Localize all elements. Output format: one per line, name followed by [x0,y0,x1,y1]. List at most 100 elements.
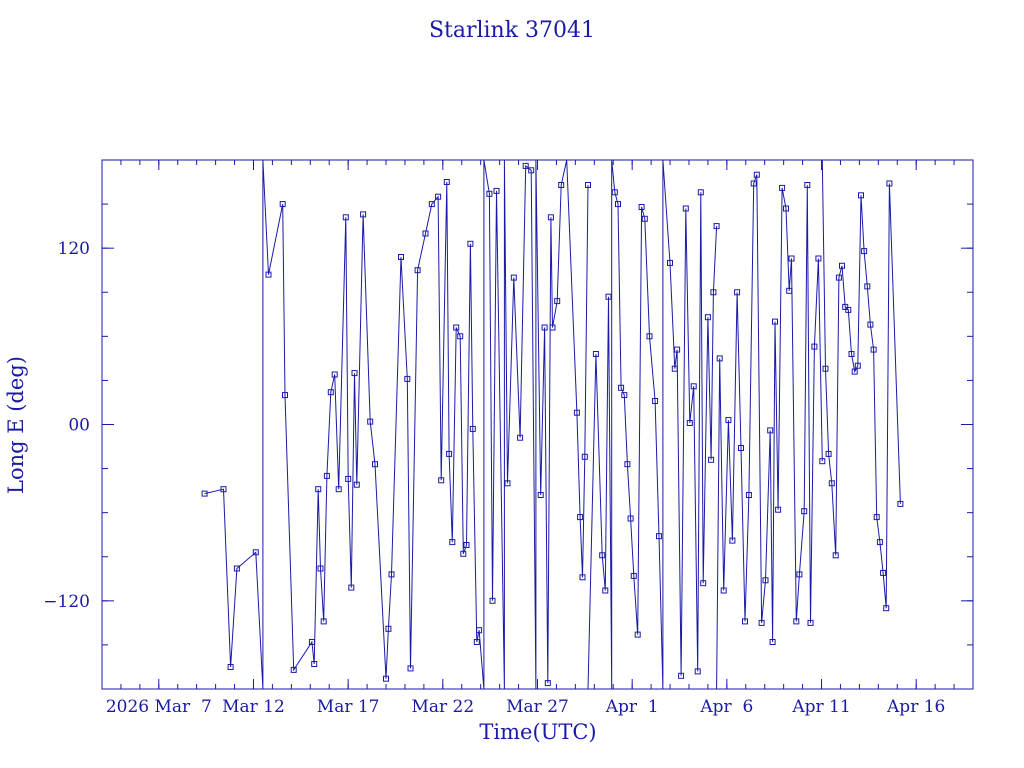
data-point [783,205,789,212]
x-tick-label: Mar 22 [411,697,474,717]
data-point [348,584,355,591]
data-point [407,665,414,672]
data-point [438,477,445,484]
data-point [671,365,678,372]
data-point [398,254,404,260]
data-point [592,351,599,357]
data-point [388,571,395,578]
data-point [742,618,748,625]
data-point [618,384,625,391]
data-point [460,550,467,557]
data-point [227,664,234,670]
data-point [327,389,334,396]
x-tick-label: Mar 17 [317,697,380,717]
data-point [414,267,421,274]
data-point [449,539,456,546]
data-point [517,434,524,441]
data-point [694,668,701,675]
data-point [708,456,715,463]
data-point [804,182,811,188]
tick-labels: 2026 Mar 7 Mar 12 Mar 17 Mar 22 Mar 27 Apr 1 A… [43,239,945,717]
data-point [769,639,776,645]
data-point [634,631,641,638]
data-point [750,180,757,187]
data-point [700,580,707,587]
data-point [725,417,732,424]
data-point [864,283,871,290]
data-point [828,480,835,487]
data-point [577,514,584,521]
data-point [581,453,588,460]
data-point [704,314,711,321]
data-point [308,639,315,645]
series-line [821,159,901,609]
data-point [435,193,442,200]
data-point [342,214,349,221]
data-point [646,333,653,340]
data-point [345,475,352,482]
data-point [252,549,259,556]
data-point [599,552,606,559]
data-point [897,500,904,507]
chart-title: Starlink 37041 [429,18,595,43]
data-point [870,346,877,353]
data-point [541,324,548,331]
x-tick-label: Apr 1 [605,697,659,717]
data-point [547,214,554,221]
data-point [786,287,793,294]
data-point [201,490,208,497]
x-tick-label: Apr 11 [791,697,850,717]
data-point [220,486,227,493]
data-point [839,262,845,269]
data-point [624,461,631,468]
data-point [641,215,648,222]
data-point [615,201,621,208]
data-point [320,618,327,625]
data-point [854,362,861,369]
data-point [807,619,814,626]
series-line [587,159,718,690]
data-point [822,365,829,372]
data-point [753,171,760,178]
data-point [710,289,717,296]
data-point [372,461,378,468]
data-point [762,577,769,584]
x-axis-title: Time(UTC) [479,720,596,744]
data-point [476,627,483,634]
data-point [544,680,551,687]
data-point [233,565,240,572]
data-point [758,619,765,626]
data-point [779,184,786,191]
data-point [638,204,645,210]
data-point [845,306,852,313]
data-point [697,189,704,196]
data-point [713,223,720,230]
data-point [504,480,511,487]
y-tick-label: 120 [58,239,90,259]
data-point [876,539,883,546]
series-line [204,159,589,690]
data-point [549,324,556,331]
data-point [554,298,561,305]
data-point [729,537,736,544]
data-point [745,492,752,498]
data-point [793,618,800,625]
data-point [873,514,880,521]
y-tick-label: 00 [68,416,90,436]
data-point [446,450,453,457]
data-point [473,639,480,645]
data-point [835,274,842,281]
data-point [832,552,839,559]
data-point [331,371,338,378]
data-point [489,597,496,604]
data-point [652,398,659,404]
data-point [428,201,435,208]
data-point [573,409,580,416]
data-point [385,625,392,632]
x-tick-label: Apr 6 [699,697,753,717]
data-point [772,318,778,325]
data-point [265,271,272,278]
data-point [690,383,697,390]
data-point [457,333,464,340]
